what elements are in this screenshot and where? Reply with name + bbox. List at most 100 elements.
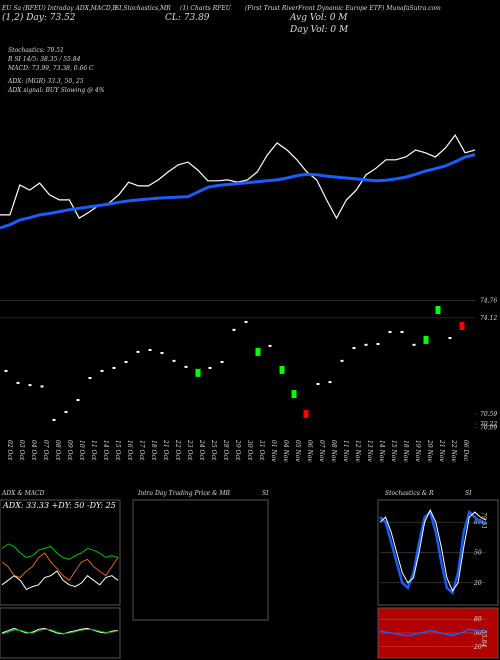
y-tick-label: 80 [474,616,482,623]
candle [16,381,20,384]
y-tick-label: 70.09 [480,425,497,432]
header: SI,Stochastics,MR [115,5,171,12]
header: (1,2) Day: 73.52 [2,12,76,23]
header: Avg Vol: 0 M [289,13,348,23]
x-tick-label: 18 Oct [150,440,157,461]
x-tick-label: 30 Oct [246,440,253,461]
candle [435,305,441,314]
x-tick-label: 15 Nov [390,440,397,462]
x-tick-label: 16 Oct [126,440,133,461]
x-tick-label: 31 Oct [258,440,265,461]
header: ADX signal: BUY Slowing @ 4% [7,87,105,94]
x-tick-label: 21 Oct [162,439,169,461]
x-tick-label: 01 Nov [270,440,277,462]
x-tick-label: 03 Oct [18,440,25,461]
candle [184,365,188,368]
x-tick-label: 04 Nov [282,440,289,462]
candle [124,360,128,363]
y-tick-label: 70.59 [480,411,497,418]
panel-title: ADX & MACD [1,490,45,497]
candle [232,328,236,331]
candle [100,369,104,372]
y-tick-label: 80 [474,519,482,526]
x-tick-label: 06 Dec [462,440,469,462]
candle [412,343,416,346]
candle [423,335,429,344]
candle [303,409,309,418]
x-tick-label: 02 Oct [6,440,13,461]
x-tick-label: 05 Nov [294,440,301,462]
header: Day Vol: 0 M [289,25,349,35]
candle [52,418,56,421]
candle [208,366,212,369]
series-line [1,628,119,635]
panel-frame [0,499,121,606]
candle [340,359,344,362]
candle [172,359,176,362]
x-tick-label: 29 Oct [234,439,241,461]
candle [76,399,80,402]
x-tick-label: 25 Oct [210,439,217,461]
candle [400,331,404,334]
x-tick-label: 18 Nov [402,440,409,462]
y-tick-label: 74.12 [480,315,497,322]
y-tick-label: 20 [473,580,482,587]
header: Stochastics: 79.51 [8,47,64,54]
series-line [0,153,476,230]
x-tick-label: 12 Nov [354,440,361,462]
candle [388,331,392,334]
panel-frame [377,607,499,659]
candle [364,343,368,346]
y-tick-label: 70.22 [480,421,497,428]
candle [255,347,261,356]
candle [112,366,116,369]
candle [4,369,8,372]
panel-title: Stochastics & R [385,490,434,497]
x-tick-label: 07 Nov [318,440,325,462]
header: (First Trust RiverFront Dynamic Europe E… [245,5,441,12]
panel-frame [132,499,269,621]
series-line [1,543,119,560]
header: MACD: 73.99, 73.38, 0.66 C [7,65,94,72]
series-line [1,552,119,582]
x-tick-label: 13 Nov [366,440,373,462]
candle [195,368,201,377]
x-tick-label: 15 Oct [114,440,121,461]
x-tick-label: 20 Nov [426,439,433,462]
y-tick-label: 50 [474,550,482,557]
series-line [1,627,119,635]
y-tick-label: 20 [473,644,482,651]
x-tick-label: 10 Oct [78,440,85,461]
panel-title: SI [262,490,269,497]
panel-label: 79.51 [480,512,487,529]
x-tick-label: 22 Oct [174,439,181,461]
header: (1) Charts RFEU [180,5,232,12]
series-line [379,508,487,592]
y-tick-label: 74.76 [480,297,497,304]
candle [244,320,248,323]
panel-frame [0,607,121,659]
x-tick-label: 11 Nov [342,440,349,462]
series-line [379,628,487,637]
panel-label: ADX: 33.33 +DY: 50 -DY: 25 [2,501,116,510]
candle [88,377,92,380]
y-tick-label: 50 [474,630,482,637]
candle [459,322,465,331]
candle [28,384,32,387]
x-tick-label: 06 Nov [306,440,313,462]
candle [376,342,380,345]
candle [279,365,285,374]
candle [352,347,356,350]
candle [291,390,297,399]
candle [64,411,68,414]
x-tick-label: 17 Oct [138,440,145,461]
panel-title: Intra Day Trading Price & MR [137,490,231,497]
x-tick-label: 14 Nov [378,440,385,462]
candle [316,383,320,386]
candle [148,348,152,351]
x-tick-label: 24 Oct [198,439,205,461]
series-line [379,509,487,596]
x-tick-label: 08 Nov [330,440,337,462]
header: CL: 73.89 [165,13,210,23]
